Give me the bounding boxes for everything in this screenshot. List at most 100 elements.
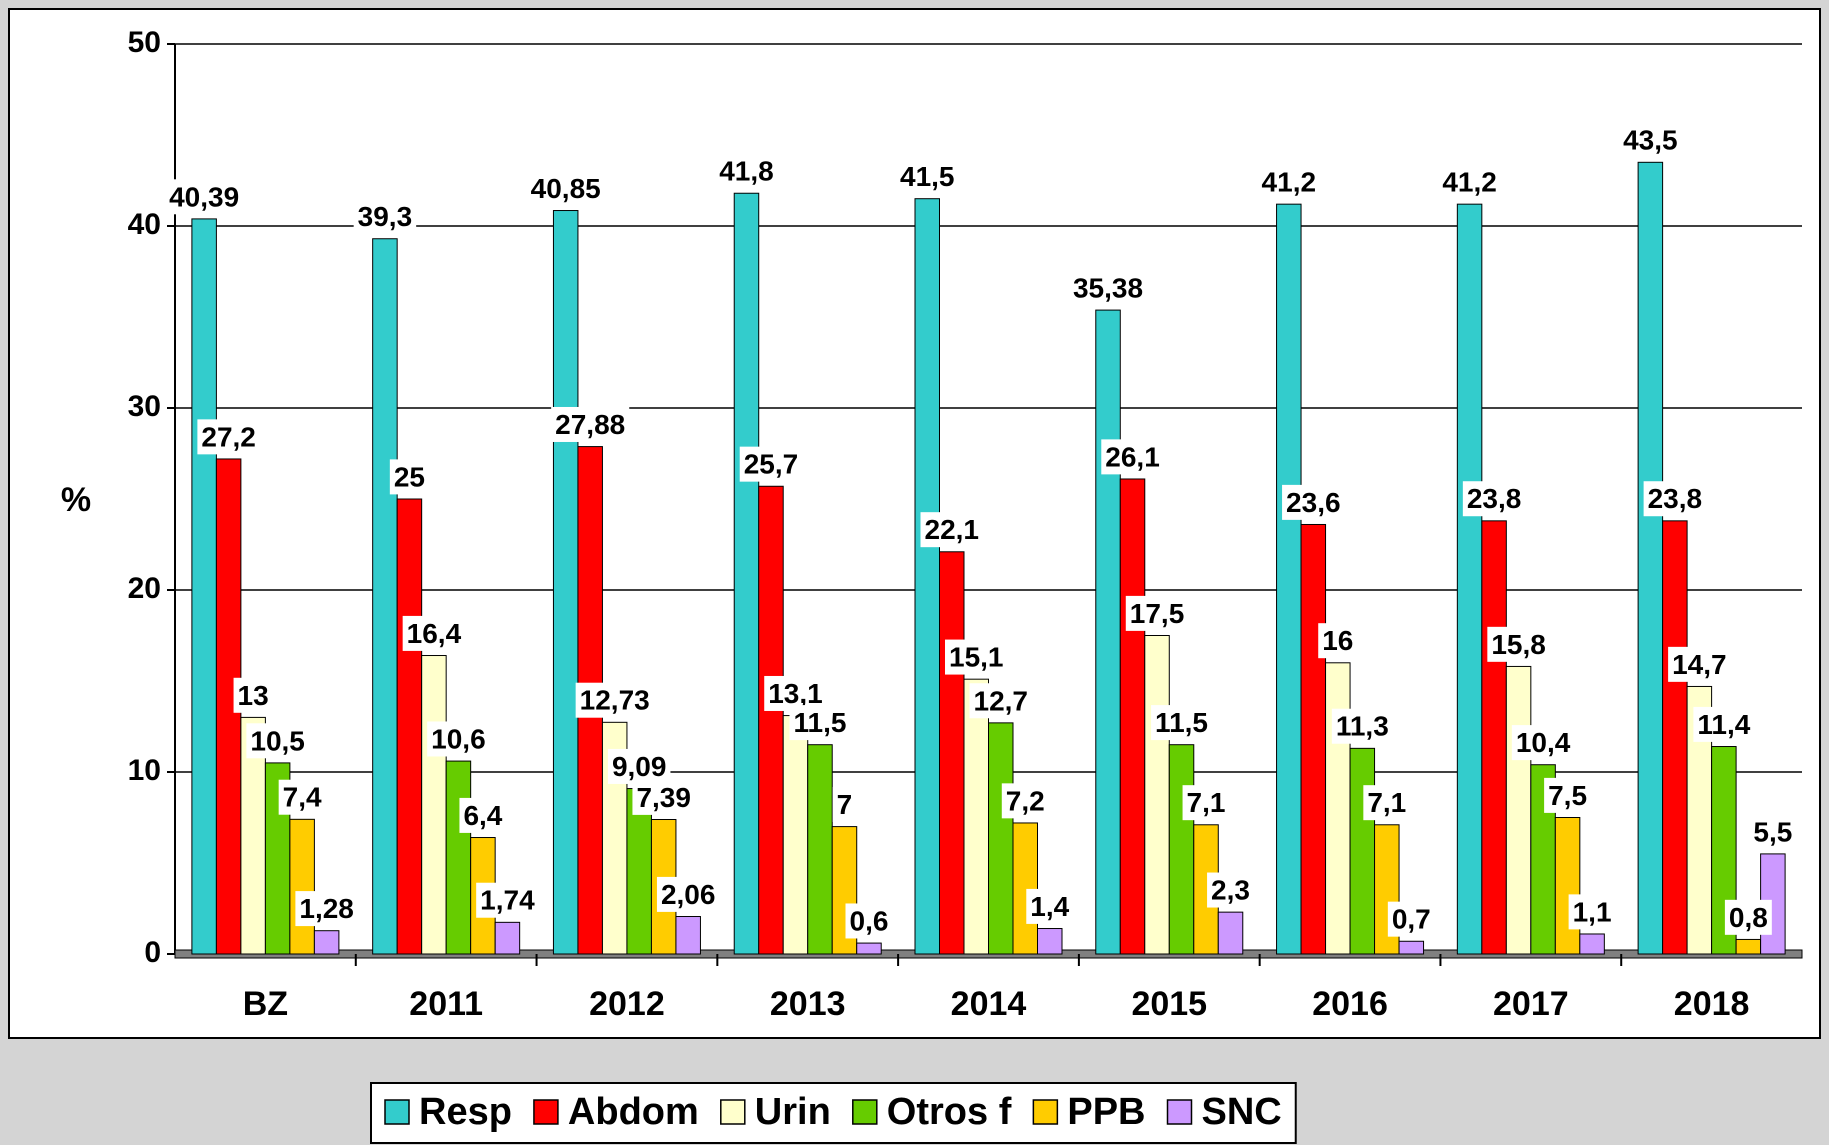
value-label-bg — [656, 876, 720, 912]
value-label-bg — [1125, 595, 1189, 631]
value-label: 0,7 — [1392, 904, 1431, 935]
value-label: 15,8 — [1491, 629, 1546, 660]
value-label-bg — [1568, 894, 1616, 930]
bar — [1349, 747, 1376, 955]
value-label-bg — [427, 721, 490, 757]
legend-swatch — [384, 1099, 410, 1125]
value-label: 7,1 — [1367, 787, 1406, 818]
value-label-bg — [389, 459, 429, 495]
y-tick-label: 50 — [128, 26, 161, 59]
value-label: 11,4 — [1697, 709, 1750, 740]
x-tick-label: 2012 — [589, 985, 665, 1023]
value-label-bg — [607, 748, 671, 784]
value-label: 12,73 — [580, 685, 650, 716]
value-label: 7,4 — [283, 782, 322, 813]
value-label-bg — [632, 779, 695, 815]
bar — [758, 485, 784, 955]
value-label: 35,38 — [1073, 272, 1143, 303]
value-label: 14,7 — [1672, 649, 1727, 680]
value-label: 27,88 — [555, 409, 625, 440]
bar — [1456, 203, 1483, 955]
bar — [1398, 940, 1425, 955]
value-label-bg — [353, 199, 417, 235]
value-label-bg — [1544, 777, 1592, 813]
value-label-bg — [969, 683, 1032, 719]
value-label: 23,6 — [1286, 487, 1341, 518]
value-label-bg — [459, 797, 507, 833]
legend-label: Urin — [755, 1091, 831, 1133]
value-label: 41,2 — [1262, 167, 1317, 198]
value-label-bg — [920, 512, 983, 548]
value-label-bg — [526, 170, 605, 206]
value-label: 41,5 — [900, 161, 955, 192]
legend-label: Abdom — [568, 1091, 699, 1133]
value-label: 6,4 — [463, 800, 502, 831]
bar — [1276, 203, 1302, 955]
value-label-bg — [896, 159, 959, 195]
y-tick-label: 0 — [144, 936, 161, 969]
y-tick-label: 40 — [128, 208, 161, 241]
value-label: 1,4 — [1030, 891, 1069, 922]
value-label-bg — [1282, 484, 1345, 520]
bar — [1637, 161, 1664, 955]
value-label-bg — [1438, 164, 1501, 200]
x-tick-label: 2011 — [409, 985, 483, 1023]
value-label: 11,3 — [1336, 711, 1389, 742]
bar — [313, 930, 340, 955]
value-label: 2,3 — [1211, 875, 1250, 906]
value-label-bg — [1749, 814, 1797, 850]
value-label: 1,28 — [299, 893, 354, 924]
x-tick-label: 2016 — [1312, 985, 1388, 1023]
bar — [552, 210, 579, 955]
bar — [988, 722, 1014, 955]
x-tick-label: 2017 — [1493, 985, 1569, 1023]
bar — [1481, 520, 1507, 955]
value-label-bg — [1331, 708, 1393, 744]
value-label-bg — [832, 786, 857, 822]
value-label-bg — [246, 723, 309, 759]
bar — [1300, 523, 1327, 955]
value-label: 10,5 — [250, 725, 305, 756]
value-label: 17,5 — [1130, 598, 1185, 629]
bar — [191, 218, 217, 955]
value-label-bg — [715, 153, 778, 189]
value-label: 40,39 — [169, 181, 239, 212]
value-label-bg — [1318, 623, 1358, 659]
x-tick-label: 2015 — [1131, 985, 1207, 1023]
value-label: 22,1 — [925, 514, 980, 545]
value-label-bg — [551, 406, 630, 442]
legend-label: SNC — [1202, 1091, 1282, 1133]
bar — [289, 818, 315, 955]
legend-swatch — [533, 1099, 559, 1125]
value-label-bg — [197, 419, 260, 455]
value-label: 23,8 — [1467, 483, 1522, 514]
y-tick-label: 30 — [128, 390, 161, 423]
value-label-bg — [1462, 481, 1526, 517]
value-label: 43,5 — [1623, 125, 1678, 156]
value-label-bg — [945, 639, 1008, 675]
value-label-bg — [845, 903, 893, 939]
value-label-bg — [1257, 164, 1321, 200]
value-label-bg — [402, 615, 466, 651]
legend-box — [370, 1082, 1297, 1144]
bar — [1735, 938, 1762, 955]
value-label: 7,2 — [1006, 785, 1045, 816]
bar — [782, 715, 809, 955]
value-label: 7,1 — [1187, 787, 1226, 818]
y-tick-label: 20 — [128, 572, 161, 605]
value-label-bg — [233, 677, 273, 713]
x-tick-label: 2013 — [770, 985, 846, 1023]
bar — [1095, 309, 1121, 955]
value-label: 0,8 — [1729, 902, 1768, 933]
value-label-bg — [1387, 901, 1435, 937]
x-tick-label: BZ — [243, 985, 288, 1023]
bar — [733, 192, 760, 955]
value-label: 7,39 — [636, 782, 691, 813]
value-label-bg — [575, 682, 654, 718]
value-label: 25 — [394, 461, 425, 492]
value-label: 41,2 — [1442, 167, 1497, 198]
value-label-bg — [1207, 872, 1254, 908]
bar — [675, 916, 701, 955]
value-label-bg — [1182, 785, 1230, 821]
